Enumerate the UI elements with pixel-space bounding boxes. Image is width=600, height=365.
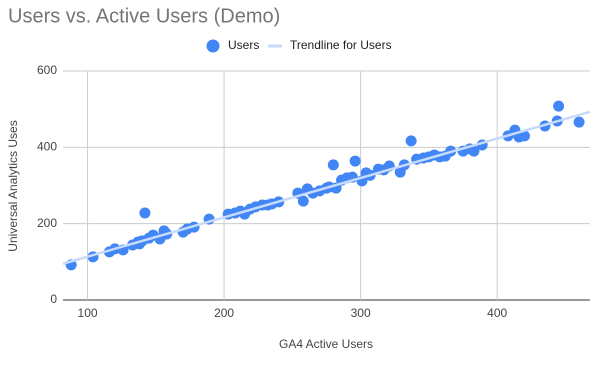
point (553, 100, 565, 112)
point (349, 155, 361, 167)
point (327, 159, 339, 171)
chart-title: Users vs. Active Users (Demo) (8, 5, 280, 27)
y-tick-label: 0 (50, 292, 57, 306)
x-tick-label: 300 (351, 306, 371, 320)
legend-label: Users (228, 38, 259, 52)
legend-label: Trendline for Users (290, 38, 392, 52)
y-tick-label: 600 (37, 63, 57, 77)
x-tick-label: 100 (78, 306, 98, 320)
trendline (62, 110, 591, 265)
y-tick-label: 400 (37, 140, 57, 154)
point (518, 130, 530, 142)
point (297, 195, 309, 207)
legend-swatch (206, 39, 220, 53)
y-axis-title: Universal Analytics Uses (6, 120, 20, 251)
y-tick-label: 200 (37, 216, 57, 230)
x-axis-title: GA4 Active Users (279, 337, 373, 351)
point (139, 207, 151, 219)
point (405, 135, 417, 147)
x-tick-label: 400 (487, 306, 507, 320)
point (468, 145, 480, 157)
x-tick-label: 200 (214, 306, 234, 320)
point (573, 116, 585, 128)
